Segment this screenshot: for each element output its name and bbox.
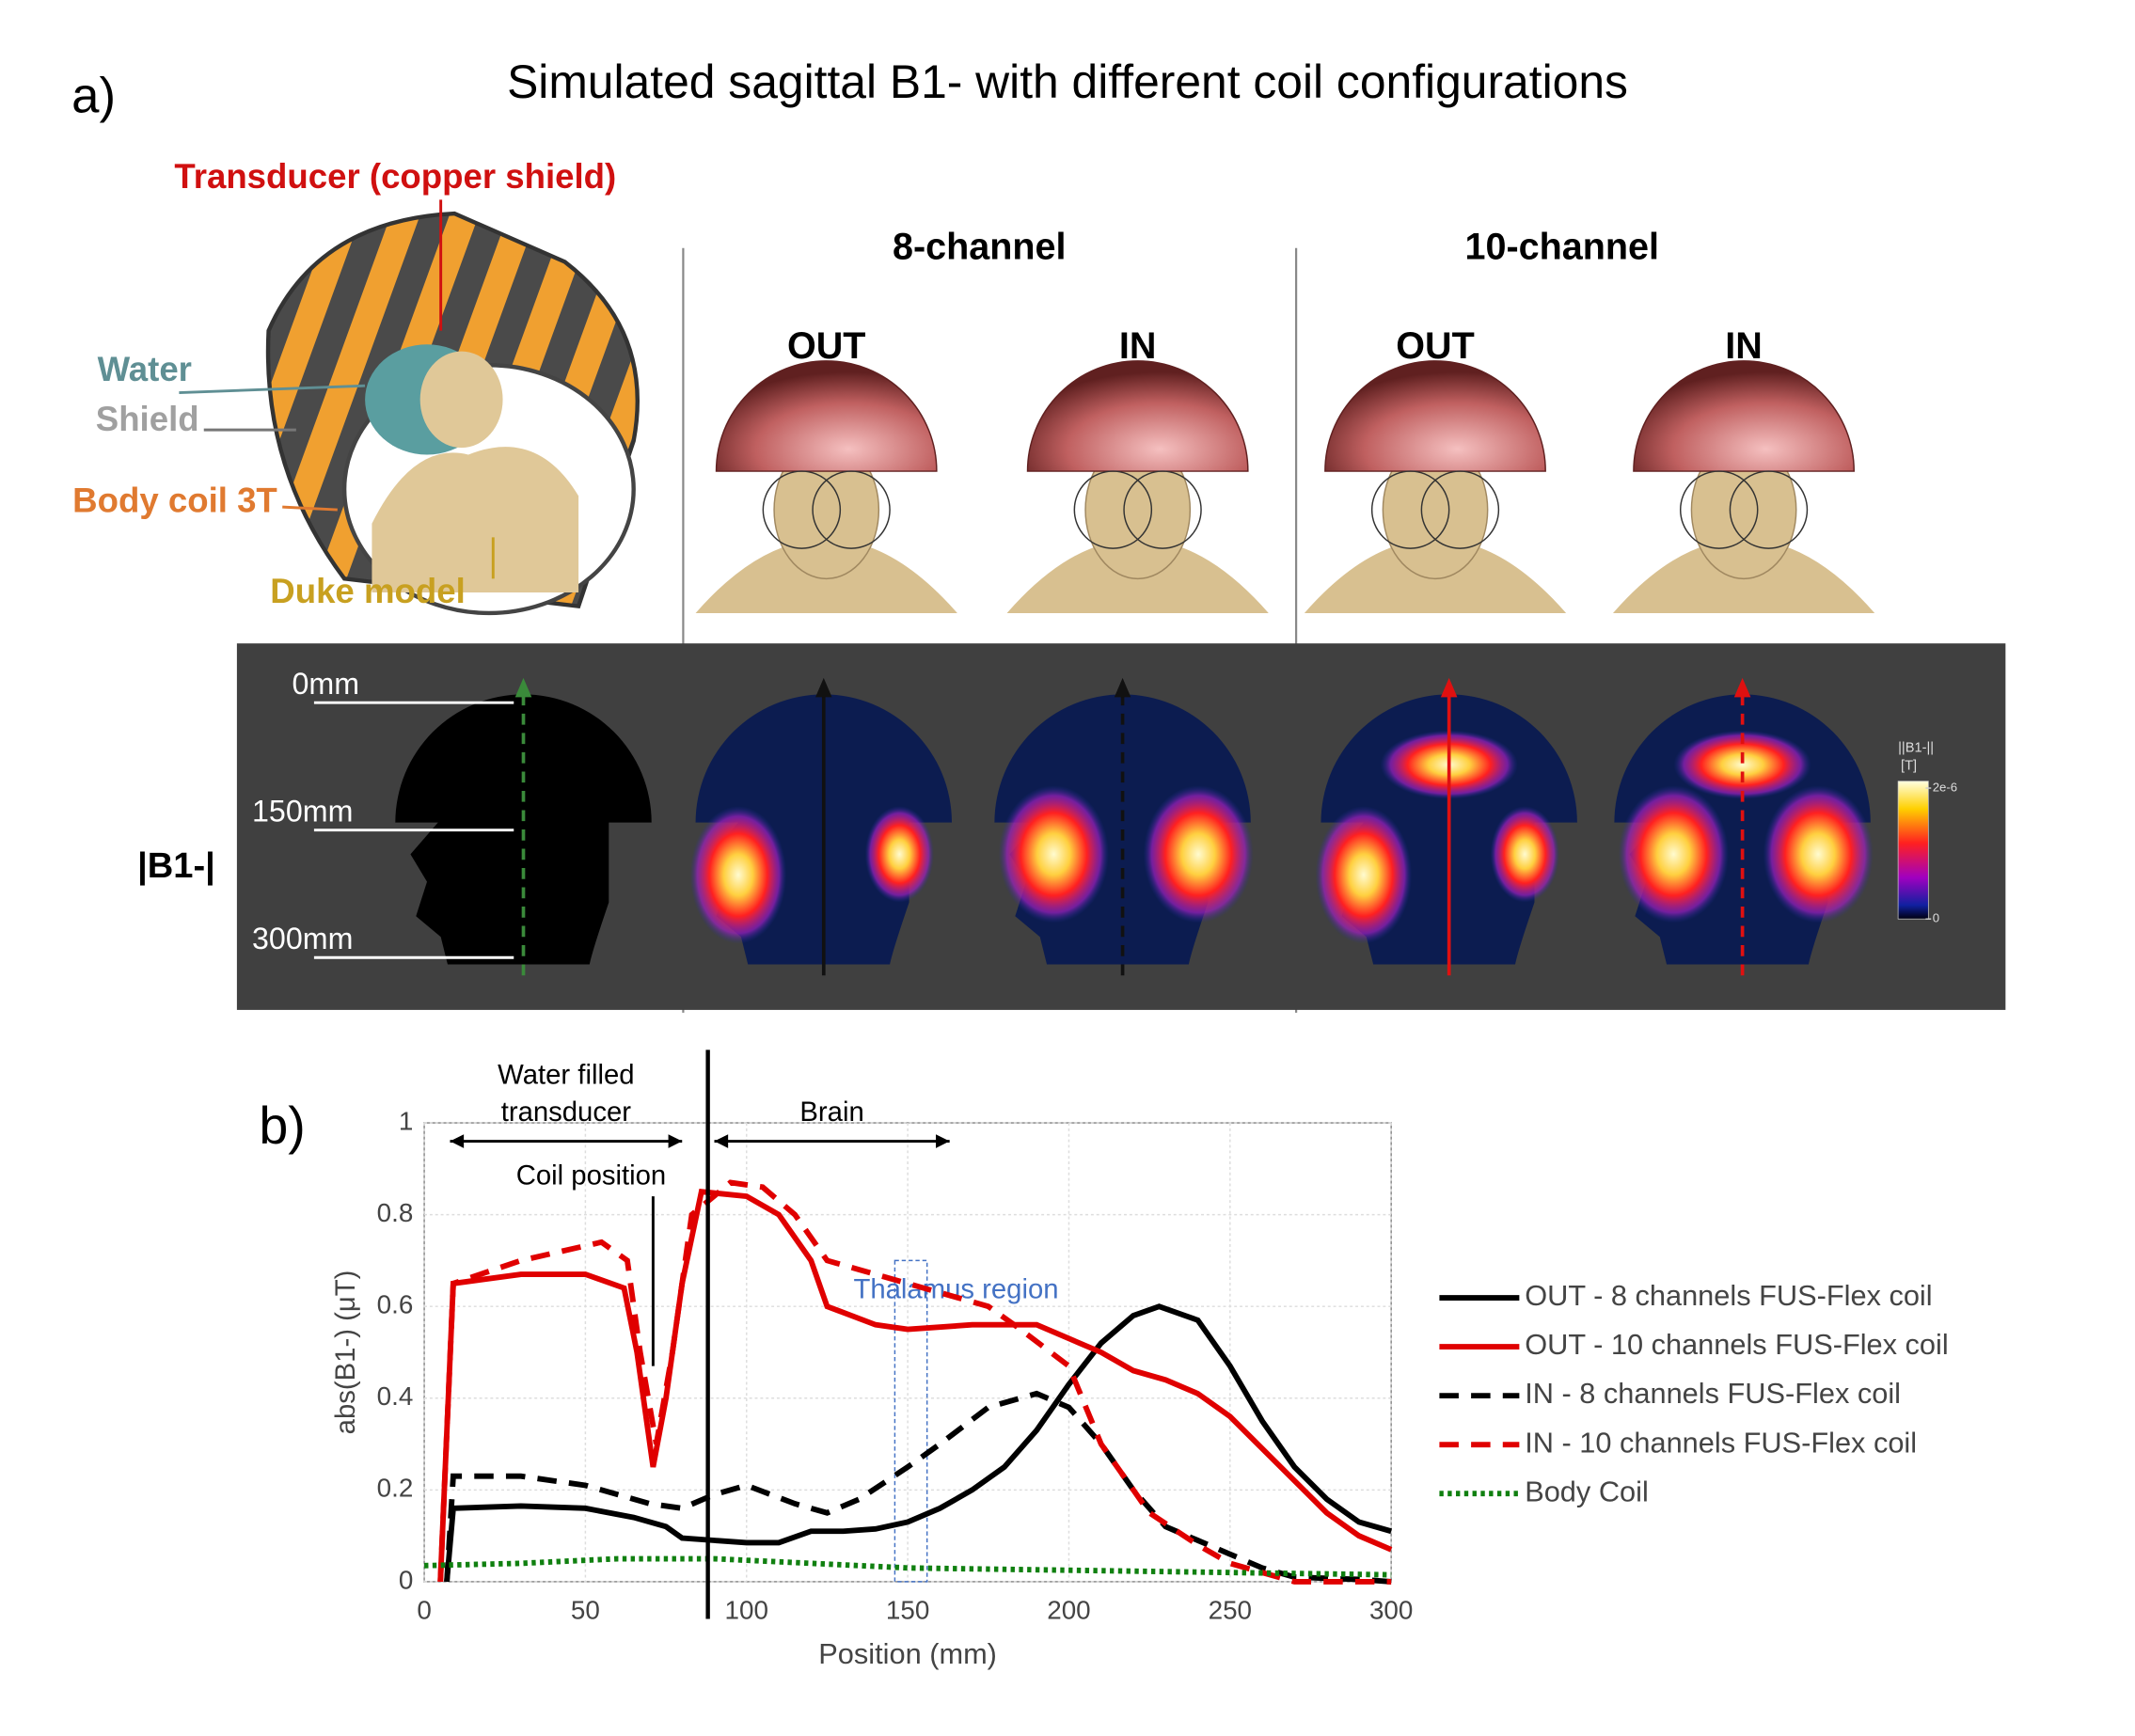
part-label: Duke model xyxy=(270,572,465,610)
legend-label: IN - 8 channels FUS-Flex coil xyxy=(1525,1377,1901,1410)
y-tick-label: 0.6 xyxy=(377,1290,414,1319)
hot-spot xyxy=(864,806,934,903)
coil-loop xyxy=(1420,470,1500,549)
hot-spot xyxy=(1490,806,1559,903)
x-tick-label: 50 xyxy=(571,1595,600,1624)
coil-dome xyxy=(1026,360,1249,472)
coil-loop xyxy=(762,470,842,549)
arrow-head xyxy=(1440,677,1458,698)
hot-spot xyxy=(1673,730,1811,799)
part-label: Body coil 3T xyxy=(72,481,277,519)
y-tick-label: 1 xyxy=(399,1106,413,1135)
depth-label: 300mm xyxy=(252,922,353,955)
head-models xyxy=(695,360,1875,613)
hot-spot xyxy=(1763,785,1874,923)
y-tick-label: 0.8 xyxy=(377,1198,414,1227)
position-label: IN xyxy=(1725,325,1763,367)
hot-spot xyxy=(1315,806,1413,944)
depth-label: 150mm xyxy=(252,795,353,829)
coil-dome xyxy=(1324,360,1546,472)
colorbar-unit: [T] xyxy=(1901,758,1917,773)
data-line xyxy=(444,1390,1392,1585)
colorbar xyxy=(1897,781,1929,920)
map-label: |B1-| xyxy=(137,846,215,886)
coil-dome xyxy=(1633,360,1855,472)
panel-label: a) xyxy=(71,68,116,123)
coil-illustration xyxy=(179,199,640,616)
coil-loop xyxy=(1729,470,1809,549)
hot-spot xyxy=(998,785,1109,923)
arrow-head xyxy=(1733,677,1751,698)
colorbar-title: ||B1-|| xyxy=(1898,740,1934,755)
coil-loop xyxy=(1370,470,1450,549)
y-tick-label: 0.4 xyxy=(377,1381,414,1411)
y-axis-label: abs(B1-) (μT) xyxy=(330,1270,361,1435)
group-label: 8-channel xyxy=(893,227,1066,268)
coil-loop xyxy=(1073,470,1153,549)
x-tick-label: 250 xyxy=(1209,1595,1252,1624)
data-line xyxy=(424,1555,1392,1578)
part-label: Water xyxy=(98,350,192,388)
hot-spot xyxy=(1143,785,1254,923)
coil-dome xyxy=(715,360,938,472)
arrow-head xyxy=(1114,677,1131,698)
x-tick-label: 150 xyxy=(886,1595,929,1624)
legend-label: IN - 10 channels FUS-Flex coil xyxy=(1525,1426,1917,1459)
colorbar-tick-label: 0 xyxy=(1933,911,1939,925)
span-label: Brain xyxy=(799,1097,863,1128)
coil-loop xyxy=(812,470,891,549)
legend-label: OUT - 10 channels FUS-Flex coil xyxy=(1525,1328,1948,1361)
hot-spot xyxy=(1618,785,1729,923)
colorbar-tick-label: 2e-6 xyxy=(1933,781,1957,795)
span-label: Water filled xyxy=(498,1059,634,1090)
figure-title: Simulated sagittal B1- with different co… xyxy=(507,55,1628,108)
position-label: IN xyxy=(1119,325,1157,367)
coil-loop xyxy=(1679,470,1759,549)
hot-spot xyxy=(689,806,787,944)
panel-label: b) xyxy=(259,1097,305,1155)
arrow-head xyxy=(514,677,532,698)
x-tick-label: 0 xyxy=(417,1595,431,1624)
x-tick-label: 300 xyxy=(1369,1595,1413,1624)
coil-note: Coil position xyxy=(516,1160,666,1191)
arrow-head xyxy=(814,677,832,698)
span-label: transducer xyxy=(501,1097,632,1128)
part-label: Shield xyxy=(96,400,199,438)
x-tick-label: 200 xyxy=(1047,1595,1090,1624)
legend-label: OUT - 8 channels FUS-Flex coil xyxy=(1525,1279,1932,1312)
position-label: OUT xyxy=(1396,325,1474,367)
position-label: OUT xyxy=(787,325,865,367)
group-label: 10-channel xyxy=(1465,227,1659,268)
depth-label: 0mm xyxy=(292,667,359,701)
x-axis-label: Position (mm) xyxy=(818,1637,997,1670)
x-tick-label: 100 xyxy=(725,1595,768,1624)
b1-maps xyxy=(395,677,1874,976)
y-tick-label: 0 xyxy=(399,1565,413,1594)
coil-loop xyxy=(1123,470,1202,549)
y-tick-label: 0.2 xyxy=(377,1474,414,1503)
data-line xyxy=(437,1179,1392,1585)
part-label: Transducer (copper shield) xyxy=(174,157,616,196)
legend-label: Body Coil xyxy=(1525,1475,1649,1507)
data-line xyxy=(444,1303,1392,1583)
data-line xyxy=(437,1189,1393,1583)
region-box xyxy=(894,1259,928,1583)
